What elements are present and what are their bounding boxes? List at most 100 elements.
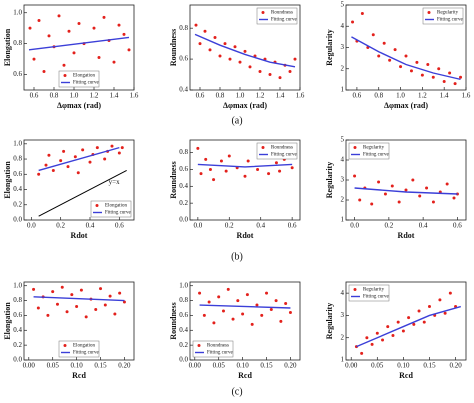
x-tick-label: 0.2: [384, 222, 393, 230]
fitting-curve: [38, 146, 120, 172]
legend-label: Fitting curve: [207, 351, 233, 356]
x-tick-label: 1.6: [462, 92, 471, 100]
data-point: [409, 69, 413, 73]
y-axis-label: Regularity: [325, 29, 334, 65]
data-point: [371, 33, 375, 37]
reference-line: [38, 170, 127, 217]
y-tick-label: 0.4: [13, 185, 22, 193]
data-point: [117, 151, 121, 155]
y-tick-label: 4: [341, 22, 345, 30]
data-point: [404, 54, 408, 58]
data-point: [422, 320, 426, 324]
data-point: [390, 184, 394, 188]
data-point: [37, 18, 41, 22]
data-point: [448, 291, 452, 295]
y-axis-label: Regularity: [325, 303, 334, 339]
data-point: [250, 322, 254, 326]
fitting-curve: [354, 187, 458, 195]
data-point: [442, 80, 446, 83]
data-point: [284, 302, 288, 306]
x-axis-label: Rcd: [399, 371, 413, 380]
x-tick-label: 1.2: [418, 92, 427, 100]
data-point: [417, 309, 421, 313]
data-point: [238, 60, 242, 64]
x-tick-label: 1.4: [110, 92, 119, 100]
data-point: [248, 65, 252, 69]
x-tick-label: 1.0: [236, 92, 245, 100]
legend-label: Fitting curve: [437, 18, 463, 23]
x-tick-label: 1.6: [296, 92, 305, 100]
data-point: [127, 48, 131, 52]
x-tick-label: 0.20: [118, 362, 131, 370]
x-tick-label: 0.0: [193, 222, 202, 230]
x-tick-label: 0.05: [213, 362, 226, 370]
data-point: [431, 75, 435, 79]
y-tick-label: 0.6: [179, 311, 188, 319]
y-tick-label: 0.0: [13, 216, 22, 224]
data-point: [388, 58, 392, 62]
legend-marker: [95, 204, 99, 207]
data-point: [231, 317, 235, 321]
x-tick-label: 0.4: [256, 222, 265, 230]
y-tick-label: 3: [341, 43, 345, 51]
data-point: [407, 316, 411, 320]
y-tick-label: 0.6: [179, 165, 188, 173]
data-point: [438, 298, 442, 302]
data-point: [265, 291, 269, 295]
x-tick-label: 0.15: [423, 362, 436, 370]
plot-frame: [23, 281, 135, 361]
x-tick-label: 0.00: [23, 362, 36, 370]
data-point: [84, 315, 88, 319]
data-point: [212, 321, 216, 325]
legend-marker: [197, 344, 201, 347]
data-point: [383, 192, 387, 196]
y-tick-label: 0.8: [179, 296, 188, 304]
x-tick-label: 0.20: [284, 362, 297, 370]
data-point: [198, 291, 202, 295]
data-point: [243, 49, 247, 53]
x-tick-label: 0.10: [236, 362, 249, 370]
x-tick-label: 0.05: [47, 362, 60, 370]
data-point: [57, 14, 61, 18]
data-point: [47, 34, 51, 38]
data-point: [62, 149, 66, 153]
data-point: [199, 172, 203, 176]
data-point: [278, 169, 282, 173]
x-tick-label: 0.15: [260, 362, 273, 370]
y-tick-label: 0.6: [13, 170, 22, 178]
data-point: [274, 161, 278, 165]
data-point: [245, 293, 249, 297]
data-point: [99, 287, 103, 291]
data-point: [288, 310, 292, 314]
fitting-curve: [199, 304, 291, 309]
y-tick-label: 5: [341, 1, 345, 9]
y-tick-label: 5: [341, 136, 345, 144]
plot-frame: [189, 4, 301, 91]
data-point: [70, 293, 74, 297]
data-point: [278, 76, 282, 80]
plot-frame: [23, 4, 135, 91]
data-point: [75, 305, 79, 309]
data-point: [103, 157, 107, 161]
data-point: [448, 71, 452, 75]
data-point: [365, 336, 369, 340]
data-point: [72, 51, 76, 55]
data-point: [112, 60, 116, 64]
data-point: [426, 63, 430, 66]
data-point: [360, 12, 364, 15]
data-point: [77, 22, 81, 26]
data-point: [267, 172, 271, 176]
data-point: [370, 202, 374, 206]
x-tick-label: 1.4: [276, 92, 285, 100]
data-point: [208, 48, 212, 52]
legend-marker: [63, 74, 67, 77]
data-point: [224, 169, 228, 173]
data-point: [290, 166, 294, 170]
y-axis-label: Regularity: [325, 162, 334, 198]
legend-label: Fitting curve: [73, 351, 99, 356]
data-point: [223, 42, 227, 46]
y-tick-label: 0.6: [179, 55, 188, 63]
y-tick-label: 0.8: [13, 39, 22, 47]
y-tick-label: 0.4: [13, 326, 22, 334]
legend-label: Fitting curve: [363, 295, 389, 300]
